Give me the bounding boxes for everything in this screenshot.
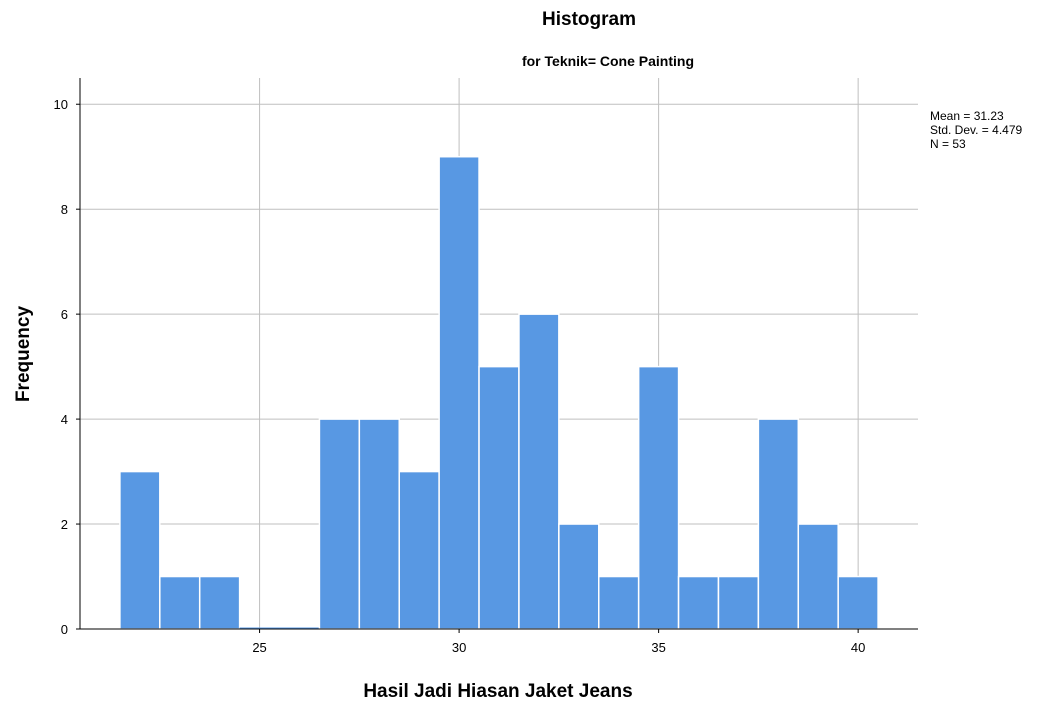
histogram-bar: [438, 155, 480, 630]
y-tick-label: 4: [61, 412, 68, 427]
stats-n: N = 53: [930, 137, 966, 151]
x-tick-label: 35: [651, 640, 665, 655]
y-tick-label: 6: [61, 307, 68, 322]
histogram-bar: [198, 575, 241, 630]
histogram-bars: [119, 155, 879, 630]
y-tick-label: 10: [54, 97, 68, 112]
y-tick-label: 8: [61, 202, 68, 217]
histogram-bar: [837, 575, 879, 630]
x-axis-label: Hasil Jadi Hiasan Jaket Jeans: [363, 681, 632, 702]
histogram-bar: [358, 418, 400, 630]
tick-labels: 0 2 4 6 8 10 25 30 35 40: [54, 97, 866, 655]
y-tick-label: 2: [61, 517, 68, 532]
y-tick-label: 0: [61, 622, 68, 637]
histogram-bar: [119, 470, 161, 630]
axes: [79, 78, 918, 630]
stats-std-dev: Std. Dev. = 4.479: [930, 123, 1022, 137]
stats-mean: Mean = 31.23: [930, 109, 1004, 123]
histogram-bar: [518, 313, 560, 630]
x-tick-label: 30: [452, 640, 466, 655]
x-tick-label: 40: [851, 640, 865, 655]
histogram-bar: [558, 523, 600, 630]
histogram-bar: [677, 575, 720, 630]
histogram-bar: [797, 523, 839, 630]
x-tick-label: 25: [252, 640, 266, 655]
chart-title: Histogram: [542, 9, 636, 30]
y-axis-label: Frequency: [13, 306, 34, 403]
histogram-bar: [478, 365, 520, 630]
histogram-bar: [159, 575, 201, 630]
histogram-bar: [637, 365, 680, 630]
histogram-bar: [318, 418, 361, 630]
chart-subtitle: for Teknik= Cone Painting: [522, 53, 694, 69]
histogram-bar: [398, 470, 440, 630]
histogram-bar: [598, 575, 640, 630]
histogram-bar: [717, 575, 760, 630]
histogram-bar: [757, 418, 800, 630]
stats-box: Mean = 31.23 Std. Dev. = 4.479 N = 53: [930, 109, 1022, 151]
